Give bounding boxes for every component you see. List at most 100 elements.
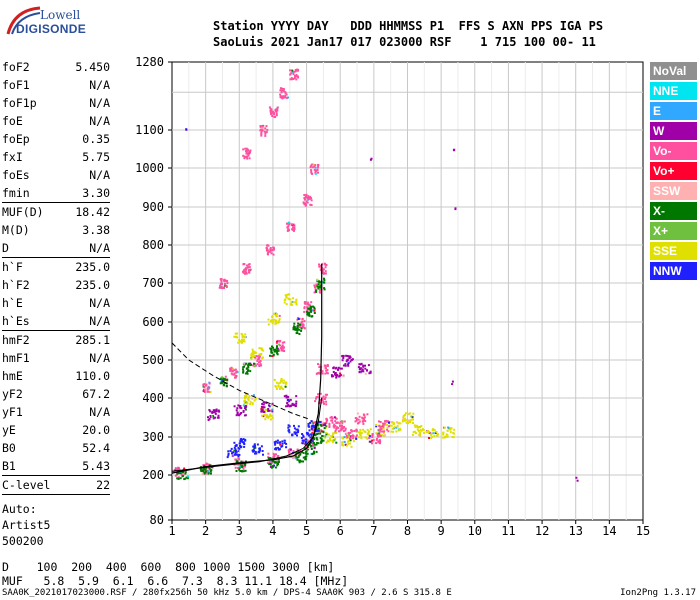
echo-point (346, 355, 349, 357)
echo-point (381, 434, 383, 437)
echo-point (299, 459, 302, 462)
param-value: 52.4 (82, 441, 110, 455)
echo-point (279, 344, 282, 347)
echo-point (206, 388, 209, 390)
echo-point (235, 375, 238, 377)
echo-point (236, 407, 239, 410)
echo-point (317, 164, 319, 167)
echo-point (276, 455, 279, 458)
echo-point (211, 410, 214, 413)
echo-point (408, 412, 411, 415)
echo-point (308, 429, 311, 432)
echo-point (453, 148, 456, 151)
echo-point (223, 384, 226, 387)
echo-point (364, 372, 367, 375)
echo-point (336, 421, 339, 424)
echo-point (204, 468, 207, 471)
param-row: foE N/A (2, 112, 110, 130)
echo-point (295, 402, 298, 405)
echo-point (357, 422, 359, 425)
echo-point (323, 277, 325, 280)
echo-point (437, 433, 440, 436)
echo-point (242, 370, 245, 373)
echo-point (269, 247, 272, 249)
echo-point (271, 249, 273, 252)
echo-point (242, 338, 245, 341)
echo-point (310, 204, 313, 206)
echo-point (295, 301, 298, 304)
echo-point (308, 304, 311, 307)
echo-point (273, 247, 275, 250)
echo-point (245, 264, 248, 267)
echo-point (260, 348, 263, 351)
echo-point (310, 435, 313, 438)
echo-point (352, 437, 355, 440)
param-name: h`F (2, 260, 23, 274)
echo-point (317, 422, 320, 425)
echo-point (325, 441, 328, 444)
echo-point (268, 463, 271, 466)
echo-point (321, 423, 324, 426)
echo-point (307, 434, 310, 437)
x-tick-label: 10 (468, 524, 482, 538)
echo-point (278, 349, 281, 352)
echo-point (325, 371, 328, 374)
echo-point (214, 412, 217, 415)
param-name: yF1 (2, 405, 23, 419)
param-row: yE 20.0 (2, 421, 110, 439)
echo-point (288, 400, 291, 403)
echo-point (323, 262, 326, 265)
echo-point (319, 399, 322, 401)
echo-point (233, 372, 236, 375)
echo-point (267, 251, 270, 254)
echo-point (275, 388, 278, 390)
echo-point (268, 415, 271, 418)
echo-point (289, 78, 292, 81)
param-row: yF1 N/A (2, 403, 110, 421)
echo-point (367, 364, 370, 367)
echo-point (283, 395, 286, 398)
echo-point (243, 397, 246, 400)
echo-point (243, 268, 246, 271)
echo-point (290, 301, 293, 304)
parameter-panel: foF2 5.450 foF1 N/A foF1p N/A foE N/A foEp 0.35 fx… (2, 58, 110, 549)
echo-point (244, 469, 247, 472)
echo-point (258, 451, 261, 454)
echo-point (219, 284, 222, 287)
echo-point (290, 77, 293, 80)
echo-point (304, 458, 307, 461)
echo-point (209, 410, 212, 413)
echo-point (312, 309, 315, 312)
echo-point (334, 432, 337, 434)
echo-point (307, 423, 310, 426)
autoscaling-info: Auto: Artist5 500200 (2, 501, 110, 549)
echo-point (294, 75, 297, 78)
x-tick-label: 4 (269, 524, 276, 538)
echo-point (305, 455, 308, 458)
echo-point (312, 442, 315, 444)
echo-point (208, 464, 211, 467)
echo-point (243, 402, 246, 405)
echo-point (322, 281, 325, 284)
echo-point (419, 431, 422, 434)
echo-point (306, 310, 308, 313)
echo-point (454, 207, 457, 210)
echo-point (322, 395, 325, 398)
echo-point (310, 199, 313, 202)
echo-point (269, 457, 272, 459)
echo-point (393, 426, 396, 429)
echo-point (336, 426, 339, 429)
echo-point (208, 409, 211, 411)
echo-point (177, 476, 180, 479)
echo-point (335, 441, 338, 444)
echo-point (215, 408, 218, 411)
echo-point (306, 306, 309, 309)
echo-point (233, 449, 236, 452)
echo-point (280, 91, 283, 94)
echo-point (209, 470, 212, 473)
echo-point (341, 436, 344, 439)
echo-point (297, 316, 300, 319)
echo-point (226, 456, 229, 459)
echo-point (267, 323, 270, 326)
echo-point (315, 397, 317, 400)
